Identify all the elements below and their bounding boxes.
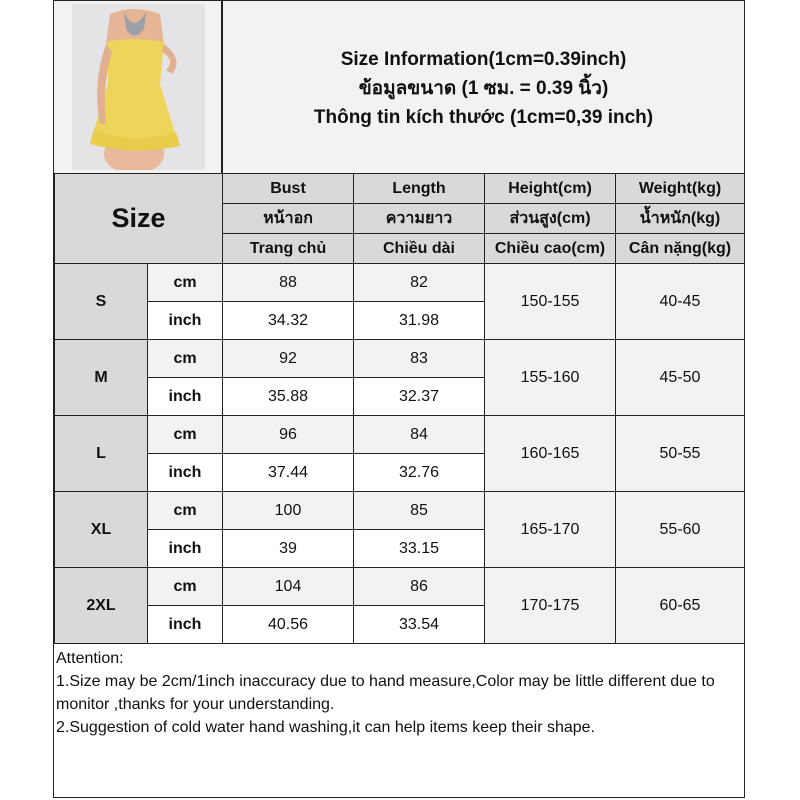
unit-inch: inch [147, 301, 223, 340]
length-cm: 86 [353, 567, 485, 606]
unit-inch: inch [147, 529, 223, 568]
divider [221, 1, 223, 173]
col-weight-th: น้ำหนัก(kg) [615, 203, 745, 234]
title-english: Size Information(1cm=0.39inch) [340, 49, 627, 70]
size-chart: Size Information(1cm=0.39inch) ข้อมูลขนา… [53, 0, 745, 798]
notes: Attention: 1.Size may be 2cm/1inch inacc… [56, 647, 742, 739]
table-row-inch: inch 37.44 32.76 [55, 453, 745, 492]
height-range: 170-175 [484, 567, 616, 644]
weight-range: 60-65 [615, 567, 745, 644]
table-row-cm: XL cm 100 85 165-170 55-60 [54, 491, 745, 568]
unit-cm: cm [147, 339, 223, 378]
header-section: Size Information(1cm=0.39inch) ข้อมูลขนา… [54, 1, 744, 175]
product-photo [72, 4, 205, 170]
title-block: Size Information(1cm=0.39inch) ข้อมูลขนา… [223, 45, 744, 132]
table-row-cm: 2XL cm 104 86 170-175 60-65 [54, 567, 745, 644]
col-weight: Weight(kg) [615, 173, 745, 204]
unit-cm: cm [147, 263, 223, 302]
length-cm: 82 [353, 263, 485, 302]
length-cm: 84 [353, 415, 485, 454]
col-height: Height(cm) [484, 173, 616, 204]
bust-inch: 39 [222, 529, 354, 568]
weight-range: 40-45 [615, 263, 745, 340]
header-row-th: หน้าอก ความยาว ส่วนสูง(cm) น้ำหนัก(kg) [55, 203, 745, 234]
length-inch: 33.15 [353, 529, 485, 568]
title-thai: ข้อมูลขนาด (1 ซม. = 0.39 นิ้ว) [358, 78, 609, 99]
length-cm: 83 [353, 339, 485, 378]
length-inch: 32.37 [353, 377, 485, 416]
size-label: XL [54, 491, 148, 568]
table-row-inch: inch 35.88 32.37 [55, 377, 745, 416]
table-row-inch: inch 40.56 33.54 [55, 605, 745, 644]
table-row-cm: L cm 96 84 160-165 50-55 [54, 415, 745, 492]
size-label: 2XL [54, 567, 148, 644]
table-row-inch: inch 34.32 31.98 [55, 301, 745, 340]
bust-inch: 37.44 [222, 453, 354, 492]
bust-cm: 104 [222, 567, 354, 606]
height-range: 165-170 [484, 491, 616, 568]
col-height-vi: Chiều cao(cm) [484, 233, 616, 264]
col-length: Length [353, 173, 485, 204]
title-vietnamese: Thông tin kích thước (1cm=0,39 inch) [313, 107, 654, 128]
unit-inch: inch [147, 453, 223, 492]
bust-cm: 92 [222, 339, 354, 378]
size-label: M [54, 339, 148, 416]
bust-inch: 34.32 [222, 301, 354, 340]
length-inch: 32.76 [353, 453, 485, 492]
unit-inch: inch [147, 605, 223, 644]
length-inch: 31.98 [353, 301, 485, 340]
length-cm: 85 [353, 491, 485, 530]
note-1: 1.Size may be 2cm/1inch inaccuracy due t… [56, 673, 715, 713]
size-label: S [54, 263, 148, 340]
unit-cm: cm [147, 567, 223, 606]
size-table: Size Bust Length Height(cm) Weight(kg) ห… [54, 173, 745, 644]
size-header: Size [54, 173, 223, 264]
table-row-cm: M cm 92 83 155-160 45-50 [54, 339, 745, 416]
length-inch: 33.54 [353, 605, 485, 644]
unit-cm: cm [147, 491, 223, 530]
weight-range: 45-50 [615, 339, 745, 416]
bust-inch: 35.88 [222, 377, 354, 416]
col-bust-th: หน้าอก [222, 203, 354, 234]
table-row-cm: S cm 88 82 150-155 40-45 [54, 263, 745, 340]
header-row-en: Size Bust Length Height(cm) Weight(kg) [54, 173, 745, 264]
bust-cm: 96 [222, 415, 354, 454]
size-label: L [54, 415, 148, 492]
notes-heading: Attention: [56, 650, 124, 667]
col-height-th: ส่วนสูง(cm) [484, 203, 616, 234]
unit-cm: cm [147, 415, 223, 454]
weight-range: 55-60 [615, 491, 745, 568]
weight-range: 50-55 [615, 415, 745, 492]
bust-inch: 40.56 [222, 605, 354, 644]
note-2: 2.Suggestion of cold water hand washing,… [56, 719, 595, 736]
bust-cm: 100 [222, 491, 354, 530]
col-weight-vi: Cân nặng(kg) [615, 233, 745, 264]
height-range: 150-155 [484, 263, 616, 340]
col-bust-vi: Trang chủ [222, 233, 354, 264]
header-row-vi: Trang chủ Chiều dài Chiều cao(cm) Cân nặ… [55, 233, 745, 264]
height-range: 155-160 [484, 339, 616, 416]
col-bust: Bust [222, 173, 354, 204]
col-length-vi: Chiều dài [353, 233, 485, 264]
height-range: 160-165 [484, 415, 616, 492]
bust-cm: 88 [222, 263, 354, 302]
unit-inch: inch [147, 377, 223, 416]
col-length-th: ความยาว [353, 203, 485, 234]
